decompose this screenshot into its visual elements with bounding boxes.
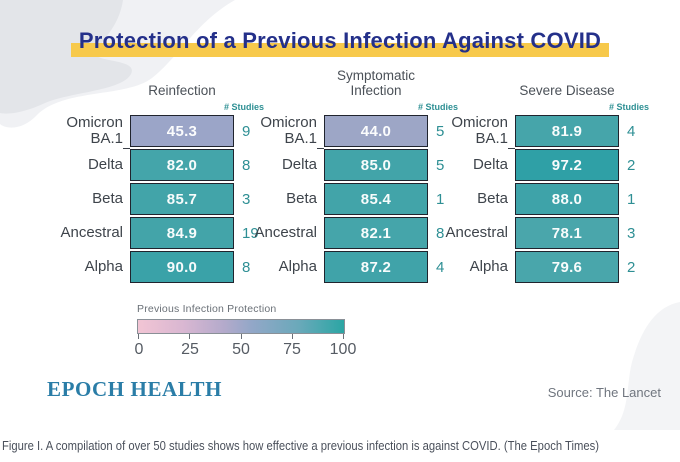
colorbar-legend: Previous Infection Protection 0 25 50 75… bbox=[134, 303, 357, 361]
colorbar-ticks bbox=[137, 334, 345, 340]
tick-label: 75 bbox=[283, 341, 301, 358]
studies-count: 3 bbox=[242, 190, 251, 208]
protection-value-cell: 78.1 bbox=[515, 217, 619, 249]
studies-count: 5 bbox=[436, 156, 445, 174]
panel-reinfection: Reinfection # Studies Omicron BA.1 45.3 … bbox=[58, 70, 280, 283]
colorbar bbox=[137, 319, 345, 334]
page-title: Protection of a Previous Infection Again… bbox=[70, 28, 610, 57]
variant-label: Alpha bbox=[84, 258, 123, 275]
colorbar-tick-labels: 0 25 50 75 100 bbox=[134, 341, 357, 361]
studies-count: 8 bbox=[242, 156, 251, 174]
studies-count: 4 bbox=[436, 258, 445, 276]
colorbar-title: Previous Infection Protection bbox=[137, 303, 277, 315]
variant-label: Omicron BA.1 bbox=[260, 114, 317, 147]
studies-count: 19 bbox=[242, 224, 259, 242]
protection-value-cell: 85.4 bbox=[324, 183, 428, 215]
studies-column-header: # Studies bbox=[608, 101, 649, 112]
studies-column-header: # Studies bbox=[417, 101, 458, 112]
studies-count: 1 bbox=[627, 190, 636, 208]
variant-label: Ancestral bbox=[60, 224, 123, 241]
variant-label: Alpha bbox=[469, 258, 508, 275]
studies-count: 9 bbox=[242, 122, 251, 140]
protection-value-cell: 82.1 bbox=[324, 217, 428, 249]
tick-label: 25 bbox=[181, 341, 199, 358]
protection-value-cell: 84.9 bbox=[130, 217, 234, 249]
blob-bottom-right bbox=[614, 302, 680, 430]
variant-label: Omicron BA.1 bbox=[66, 114, 123, 147]
protection-value-cell: 88.0 bbox=[515, 183, 619, 215]
protection-value-cell: 85.0 bbox=[324, 149, 428, 181]
tick-label: 100 bbox=[329, 341, 357, 358]
protection-value-cell: 44.0 bbox=[324, 115, 428, 147]
variant-label: Delta bbox=[87, 156, 123, 173]
studies-count: 1 bbox=[436, 190, 445, 208]
panel-header: Symptomatic Infection bbox=[336, 68, 416, 98]
epoch-health-logo: EPOCH HEALTH bbox=[47, 377, 223, 401]
protection-value-cell: 90.0 bbox=[130, 251, 234, 283]
studies-count: 5 bbox=[436, 122, 445, 140]
panel-symptomatic-infection: Symptomatic Infection # Studies Omicron … bbox=[252, 68, 474, 283]
figure-caption: Figure I. A compilation of over 50 studi… bbox=[2, 439, 599, 453]
variant-label: Ancestral bbox=[254, 224, 317, 241]
variant-label: Beta bbox=[477, 190, 508, 207]
protection-value-cell: 87.2 bbox=[324, 251, 428, 283]
protection-value-cell: 81.9 bbox=[515, 115, 619, 147]
variant-label: Delta bbox=[281, 156, 317, 173]
source-text: Source: The Lancet bbox=[547, 385, 661, 400]
protection-value-cell: 85.7 bbox=[130, 183, 234, 215]
variant-label: Beta bbox=[286, 190, 317, 207]
tick-label: 50 bbox=[232, 341, 250, 358]
studies-column-header: # Studies bbox=[223, 101, 264, 112]
axis-tick bbox=[123, 148, 130, 150]
panel-header: Reinfection bbox=[148, 83, 216, 98]
tick-label: 0 bbox=[134, 341, 144, 358]
variant-label: Beta bbox=[92, 190, 123, 207]
axis-tick bbox=[317, 148, 324, 150]
axis-tick bbox=[508, 148, 515, 150]
protection-value-cell: 45.3 bbox=[130, 115, 234, 147]
protection-value-cell: 97.2 bbox=[515, 149, 619, 181]
variant-label: Delta bbox=[472, 156, 508, 173]
studies-count: 2 bbox=[627, 258, 636, 276]
protection-value-cell: 79.6 bbox=[515, 251, 619, 283]
variant-label: Ancestral bbox=[445, 224, 508, 241]
studies-count: 3 bbox=[627, 224, 636, 242]
protection-value-cell: 82.0 bbox=[130, 149, 234, 181]
panel-severe-disease: Severe Disease # Studies Omicron BA.1 81… bbox=[443, 70, 665, 283]
studies-count: 2 bbox=[627, 156, 636, 174]
panel-header: Severe Disease bbox=[519, 83, 615, 98]
studies-count: 8 bbox=[436, 224, 445, 242]
variant-label: Alpha bbox=[278, 258, 317, 275]
variant-label: Omicron BA.1 bbox=[451, 114, 508, 147]
studies-count: 4 bbox=[627, 122, 636, 140]
studies-count: 8 bbox=[242, 258, 251, 276]
